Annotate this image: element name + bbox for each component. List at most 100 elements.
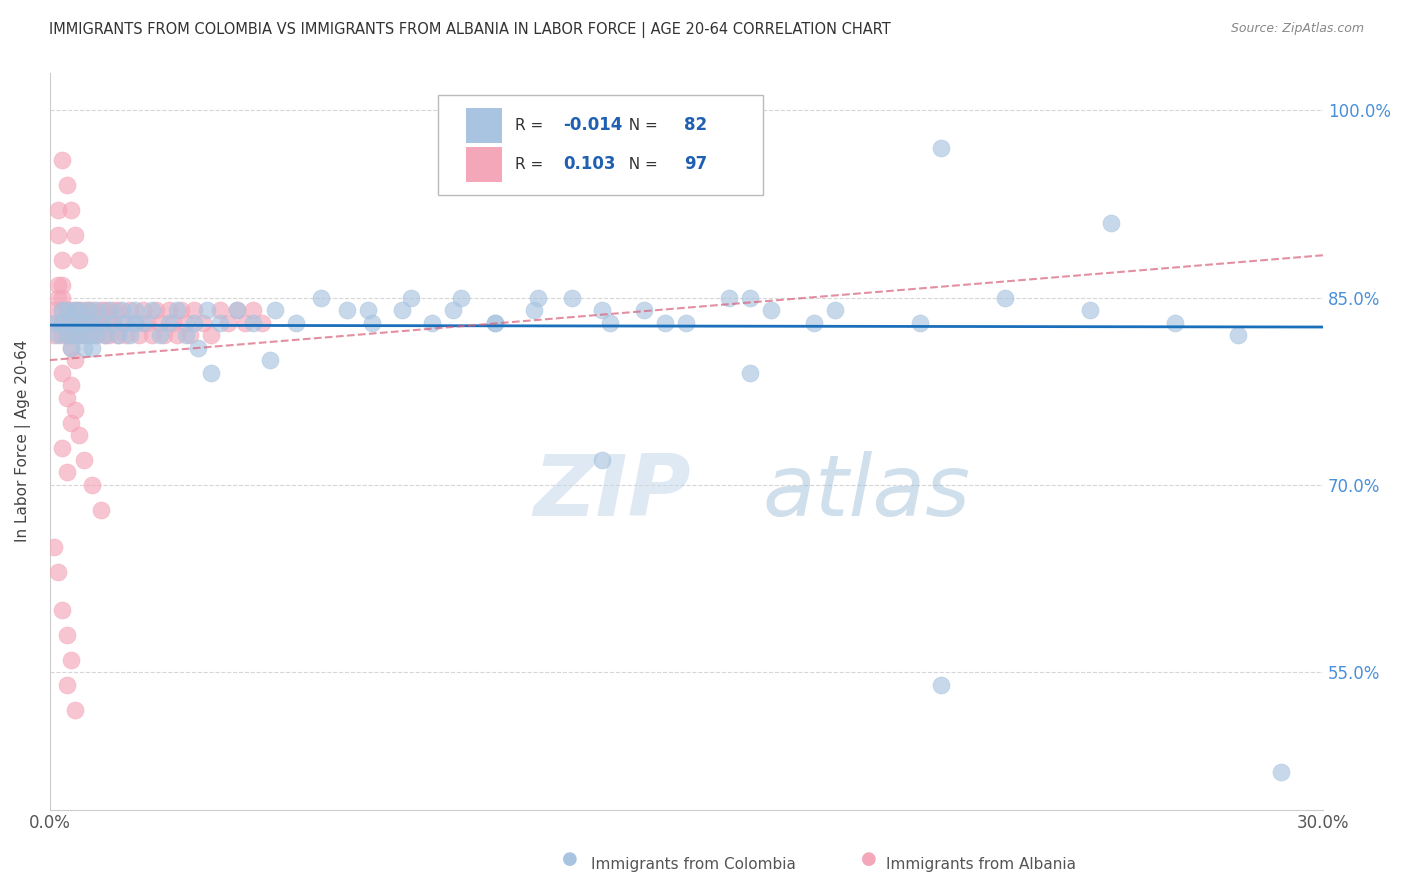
Point — [59, 316, 82, 330]
Point — [59, 416, 82, 430]
Point — [73, 316, 96, 330]
Point — [55, 303, 77, 318]
Point — [195, 303, 218, 318]
Point — [166, 303, 188, 318]
Point — [51, 316, 73, 330]
Text: -0.014: -0.014 — [562, 116, 623, 135]
Point — [63, 303, 86, 318]
Point — [561, 291, 583, 305]
Point — [654, 316, 676, 330]
Point — [90, 316, 112, 330]
Point — [63, 328, 86, 343]
Point — [46, 328, 69, 343]
Point — [42, 303, 65, 318]
Point — [42, 328, 65, 343]
Point — [136, 316, 159, 330]
Point — [675, 316, 697, 330]
Point — [55, 328, 77, 343]
Point — [82, 303, 104, 318]
Point — [591, 303, 613, 318]
Point — [120, 328, 142, 343]
Point — [149, 328, 172, 343]
Point — [59, 653, 82, 667]
Point — [90, 316, 112, 330]
Text: N =: N = — [619, 157, 662, 172]
Point — [42, 541, 65, 555]
FancyBboxPatch shape — [467, 146, 502, 182]
Point — [391, 303, 413, 318]
Point — [86, 328, 108, 343]
Point — [63, 228, 86, 243]
Point — [1099, 216, 1122, 230]
Point — [51, 441, 73, 455]
Point — [929, 141, 952, 155]
Point — [63, 403, 86, 417]
Point — [217, 316, 239, 330]
Point — [994, 291, 1017, 305]
Point — [361, 316, 384, 330]
Point — [141, 303, 163, 318]
Point — [200, 366, 222, 380]
Point — [51, 303, 73, 318]
Point — [166, 328, 188, 343]
Point — [69, 316, 91, 330]
Point — [761, 303, 783, 318]
Point — [225, 303, 247, 318]
Point — [132, 303, 155, 318]
Point — [69, 303, 91, 318]
Point — [183, 316, 205, 330]
Text: R =: R = — [515, 157, 548, 172]
Point — [55, 391, 77, 405]
Point — [94, 328, 117, 343]
Point — [86, 316, 108, 330]
Point — [1163, 316, 1185, 330]
Point — [284, 316, 307, 330]
Point — [420, 316, 443, 330]
Point — [908, 316, 931, 330]
Point — [103, 316, 125, 330]
Point — [103, 303, 125, 318]
Point — [149, 316, 172, 330]
Point — [111, 303, 134, 318]
Point — [124, 303, 146, 318]
Point — [51, 278, 73, 293]
Point — [441, 303, 464, 318]
Point — [46, 316, 69, 330]
Point — [94, 303, 117, 318]
Text: 0.103: 0.103 — [562, 155, 616, 173]
Point — [63, 353, 86, 368]
Point — [59, 316, 82, 330]
Point — [55, 628, 77, 642]
Point — [633, 303, 655, 318]
Point — [523, 303, 546, 318]
Point — [69, 328, 91, 343]
Point — [200, 328, 222, 343]
Point — [484, 316, 506, 330]
Point — [225, 303, 247, 318]
Point — [115, 316, 138, 330]
Point — [128, 328, 150, 343]
Point — [120, 303, 142, 318]
Point — [107, 328, 129, 343]
Point — [527, 291, 550, 305]
Point — [90, 303, 112, 318]
Text: ●: ● — [860, 850, 877, 868]
Point — [82, 341, 104, 355]
Point — [250, 316, 273, 330]
Point — [717, 291, 740, 305]
Point — [69, 428, 91, 442]
Point — [46, 203, 69, 218]
Point — [132, 316, 155, 330]
Text: atlas: atlas — [763, 451, 972, 534]
Point — [86, 303, 108, 318]
Point — [82, 328, 104, 343]
Point — [153, 328, 176, 343]
Point — [55, 328, 77, 343]
Point — [73, 453, 96, 467]
Point — [51, 366, 73, 380]
Point — [208, 316, 231, 330]
Point — [124, 316, 146, 330]
Point — [51, 316, 73, 330]
Point — [157, 316, 180, 330]
Point — [63, 316, 86, 330]
